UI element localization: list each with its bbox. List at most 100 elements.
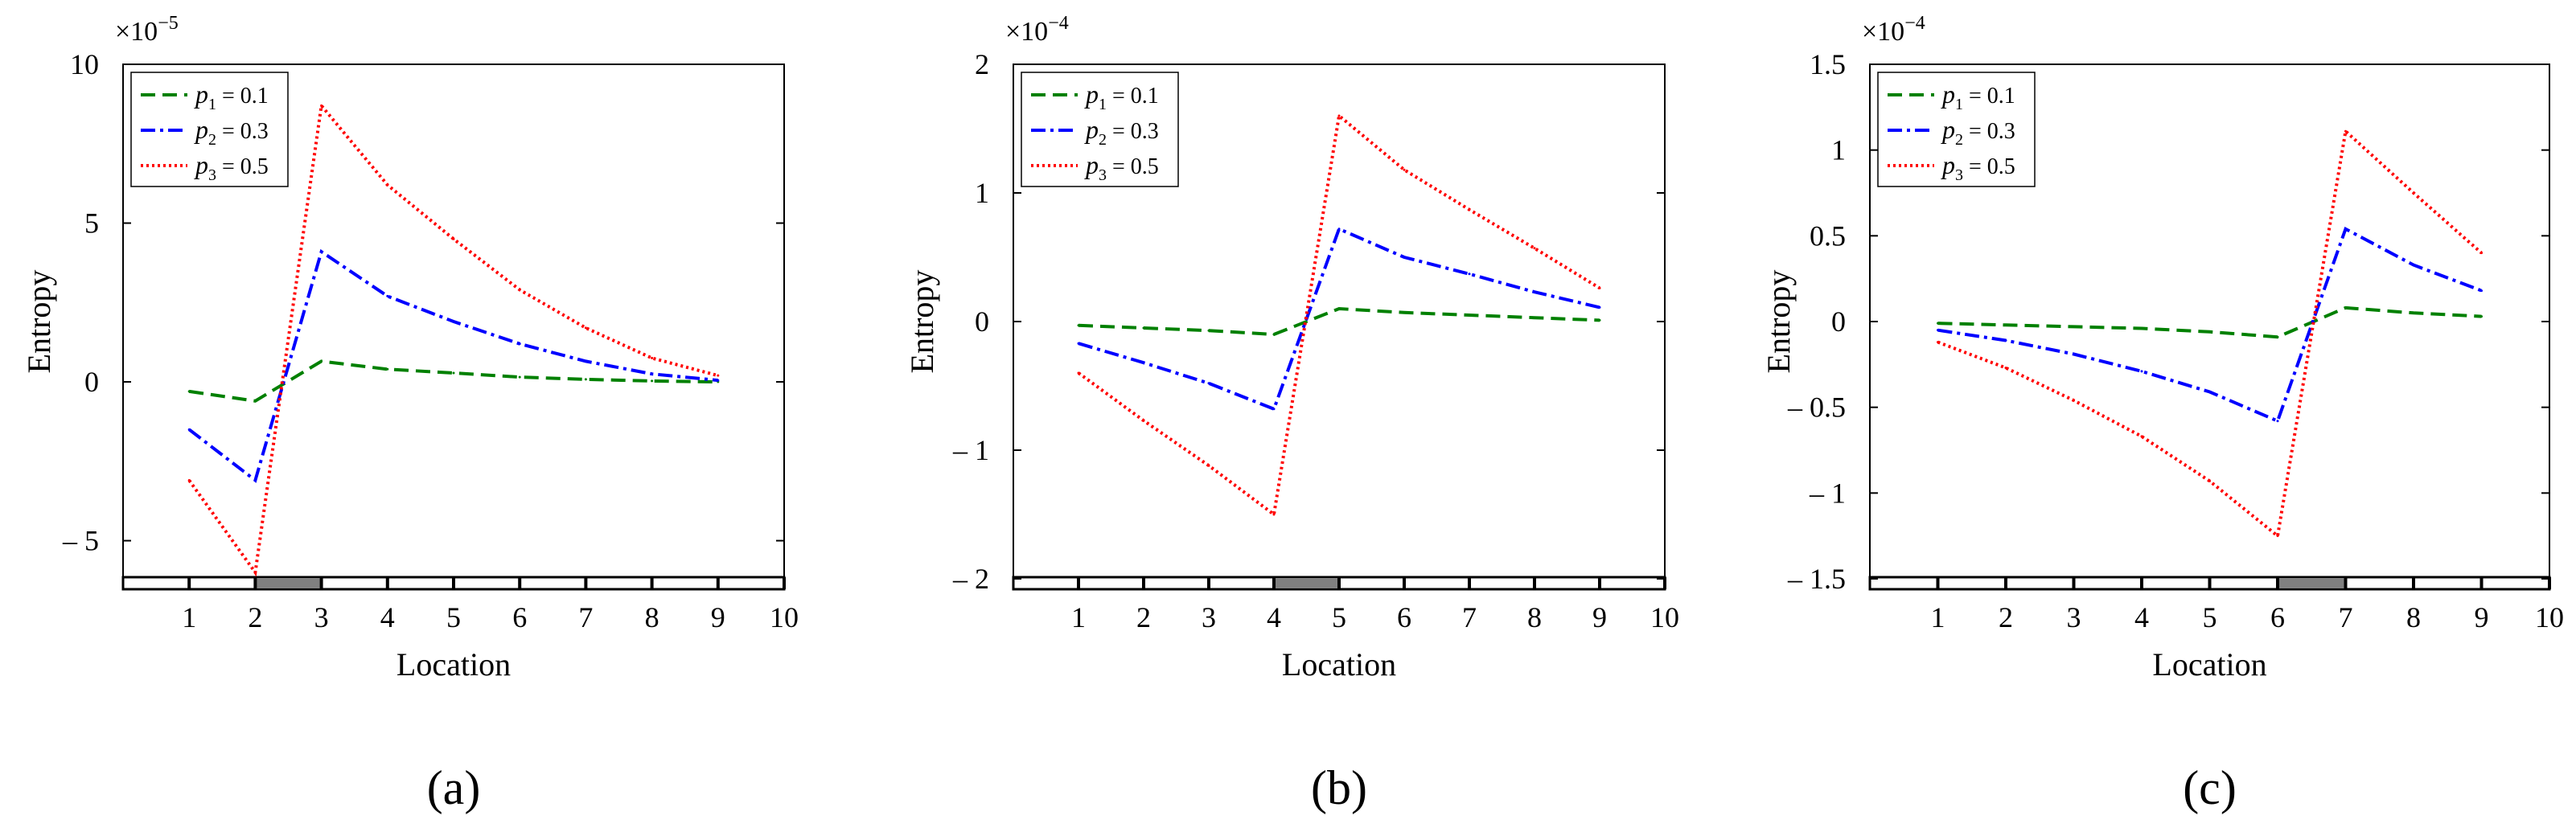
data-point [518, 375, 521, 379]
x-tick-label: 7 [578, 601, 593, 633]
x-tick-label: 6 [512, 601, 527, 633]
data-point [1533, 290, 1536, 293]
data-point [2480, 315, 2483, 318]
data-point [2004, 338, 2007, 342]
series-line-p3 [187, 101, 719, 577]
data-point [651, 372, 654, 375]
series-line-p1 [188, 359, 718, 403]
y-tick-label: 1 [975, 177, 989, 209]
data-point [1533, 316, 1536, 319]
data-point [1468, 314, 1471, 317]
data-point [1468, 208, 1471, 211]
data-point [1077, 342, 1080, 345]
data-point [1403, 311, 1406, 314]
data-point [1937, 329, 1939, 332]
data-point [1598, 286, 1601, 289]
x-tick-label: 4 [2134, 601, 2149, 633]
data-point [2344, 227, 2347, 231]
x-tick-label: 1 [1931, 601, 1945, 633]
data-point [2208, 330, 2211, 334]
data-point [518, 342, 521, 346]
data-point [2004, 323, 2007, 326]
x-tick-label: 6 [2270, 601, 2285, 633]
x-tick-label: 6 [1397, 601, 1411, 633]
legend-label: p2 = 0.3 [1084, 115, 1159, 149]
legend-label: p3 = 0.5 [194, 150, 269, 184]
x-tick-label: 9 [1592, 601, 1607, 633]
data-point [187, 428, 191, 431]
highlight-segment [1274, 579, 1339, 588]
data-point [2480, 289, 2483, 293]
x-tick-label: 9 [2475, 601, 2489, 633]
x-tick-label: 5 [2203, 601, 2217, 633]
data-point [2344, 306, 2347, 309]
data-point [253, 479, 257, 482]
data-point [584, 326, 587, 330]
data-point [1598, 305, 1601, 309]
highlight-segment [255, 579, 322, 588]
axis-scale-factor: ×10−4 [1862, 13, 1925, 47]
data-point [1272, 513, 1276, 516]
data-point [452, 237, 455, 240]
x-tick-label: 2 [1999, 601, 2013, 633]
x-tick-label: 3 [314, 601, 329, 633]
y-tick-label: 0 [975, 305, 989, 338]
data-point [320, 104, 323, 107]
y-axis-title: Entropy [1760, 270, 1797, 374]
data-point [1337, 227, 1341, 231]
y-tick-label: 0 [1831, 305, 1846, 338]
x-tick-label: 2 [1136, 601, 1151, 633]
chart-panel-1: 1 2 3 4 5 6 7 8 9 10 – 5 0 5 10 ×10−5 Location Entropy p1… [21, 13, 799, 814]
data-point [386, 183, 389, 186]
data-point [1337, 114, 1341, 117]
data-point [452, 371, 455, 375]
chart-panel-2: 1 2 3 4 5 6 7 8 9 10 – 2 – 1 0 1 2 ×10−4 Location Entropy… [904, 13, 1679, 814]
x-tick-label: 2 [248, 601, 262, 633]
x-axis-title: Location [396, 646, 511, 682]
x-tick-label: 7 [2339, 601, 2353, 633]
x-tick-label: 4 [1267, 601, 1281, 633]
data-point [187, 390, 191, 393]
data-point [1533, 247, 1536, 250]
data-point [717, 374, 720, 377]
data-point [187, 479, 191, 482]
data-point [2004, 367, 2007, 370]
x-tick-label: 5 [1332, 601, 1346, 633]
y-tick-label: – 0.5 [1787, 391, 1846, 424]
legend-label: p2 = 0.3 [194, 115, 269, 149]
axis-scale-factor: ×10−4 [1005, 13, 1069, 47]
data-point [320, 359, 323, 363]
panel-label: (c) [2183, 761, 2237, 814]
data-point [1468, 273, 1471, 276]
x-tick-label: 8 [1527, 601, 1542, 633]
data-point [2208, 390, 2211, 393]
x-tick-label: 4 [380, 601, 395, 633]
data-point [2073, 325, 2075, 328]
y-tick-label: 10 [70, 48, 99, 80]
x-tick-label: 7 [1462, 601, 1477, 633]
x-tick-label: 3 [2067, 601, 2081, 633]
data-point [651, 379, 654, 383]
legend-label: p1 = 0.1 [1084, 80, 1159, 113]
x-tick-label: 10 [1650, 601, 1679, 633]
legend-label: p2 = 0.3 [1941, 115, 2015, 149]
x-tick-label: 8 [645, 601, 659, 633]
data-point [1598, 318, 1601, 322]
data-point [2276, 335, 2279, 338]
legend-label: p3 = 0.5 [1084, 150, 1159, 184]
x-tick-label: 1 [1071, 601, 1086, 633]
data-point [2140, 370, 2143, 373]
data-point [2208, 479, 2211, 482]
data-point [320, 250, 323, 253]
data-point [2073, 399, 2075, 402]
axis-scale-factor: ×10−5 [115, 13, 179, 47]
data-point [1077, 324, 1080, 327]
legend-label: p1 = 0.1 [1941, 80, 2015, 113]
data-point [1937, 341, 1939, 344]
data-point [518, 288, 521, 291]
y-tick-label: 0 [84, 366, 99, 398]
data-point [2276, 535, 2279, 538]
x-tick-label: 5 [446, 601, 461, 633]
y-axis-title: Entropy [904, 270, 940, 374]
